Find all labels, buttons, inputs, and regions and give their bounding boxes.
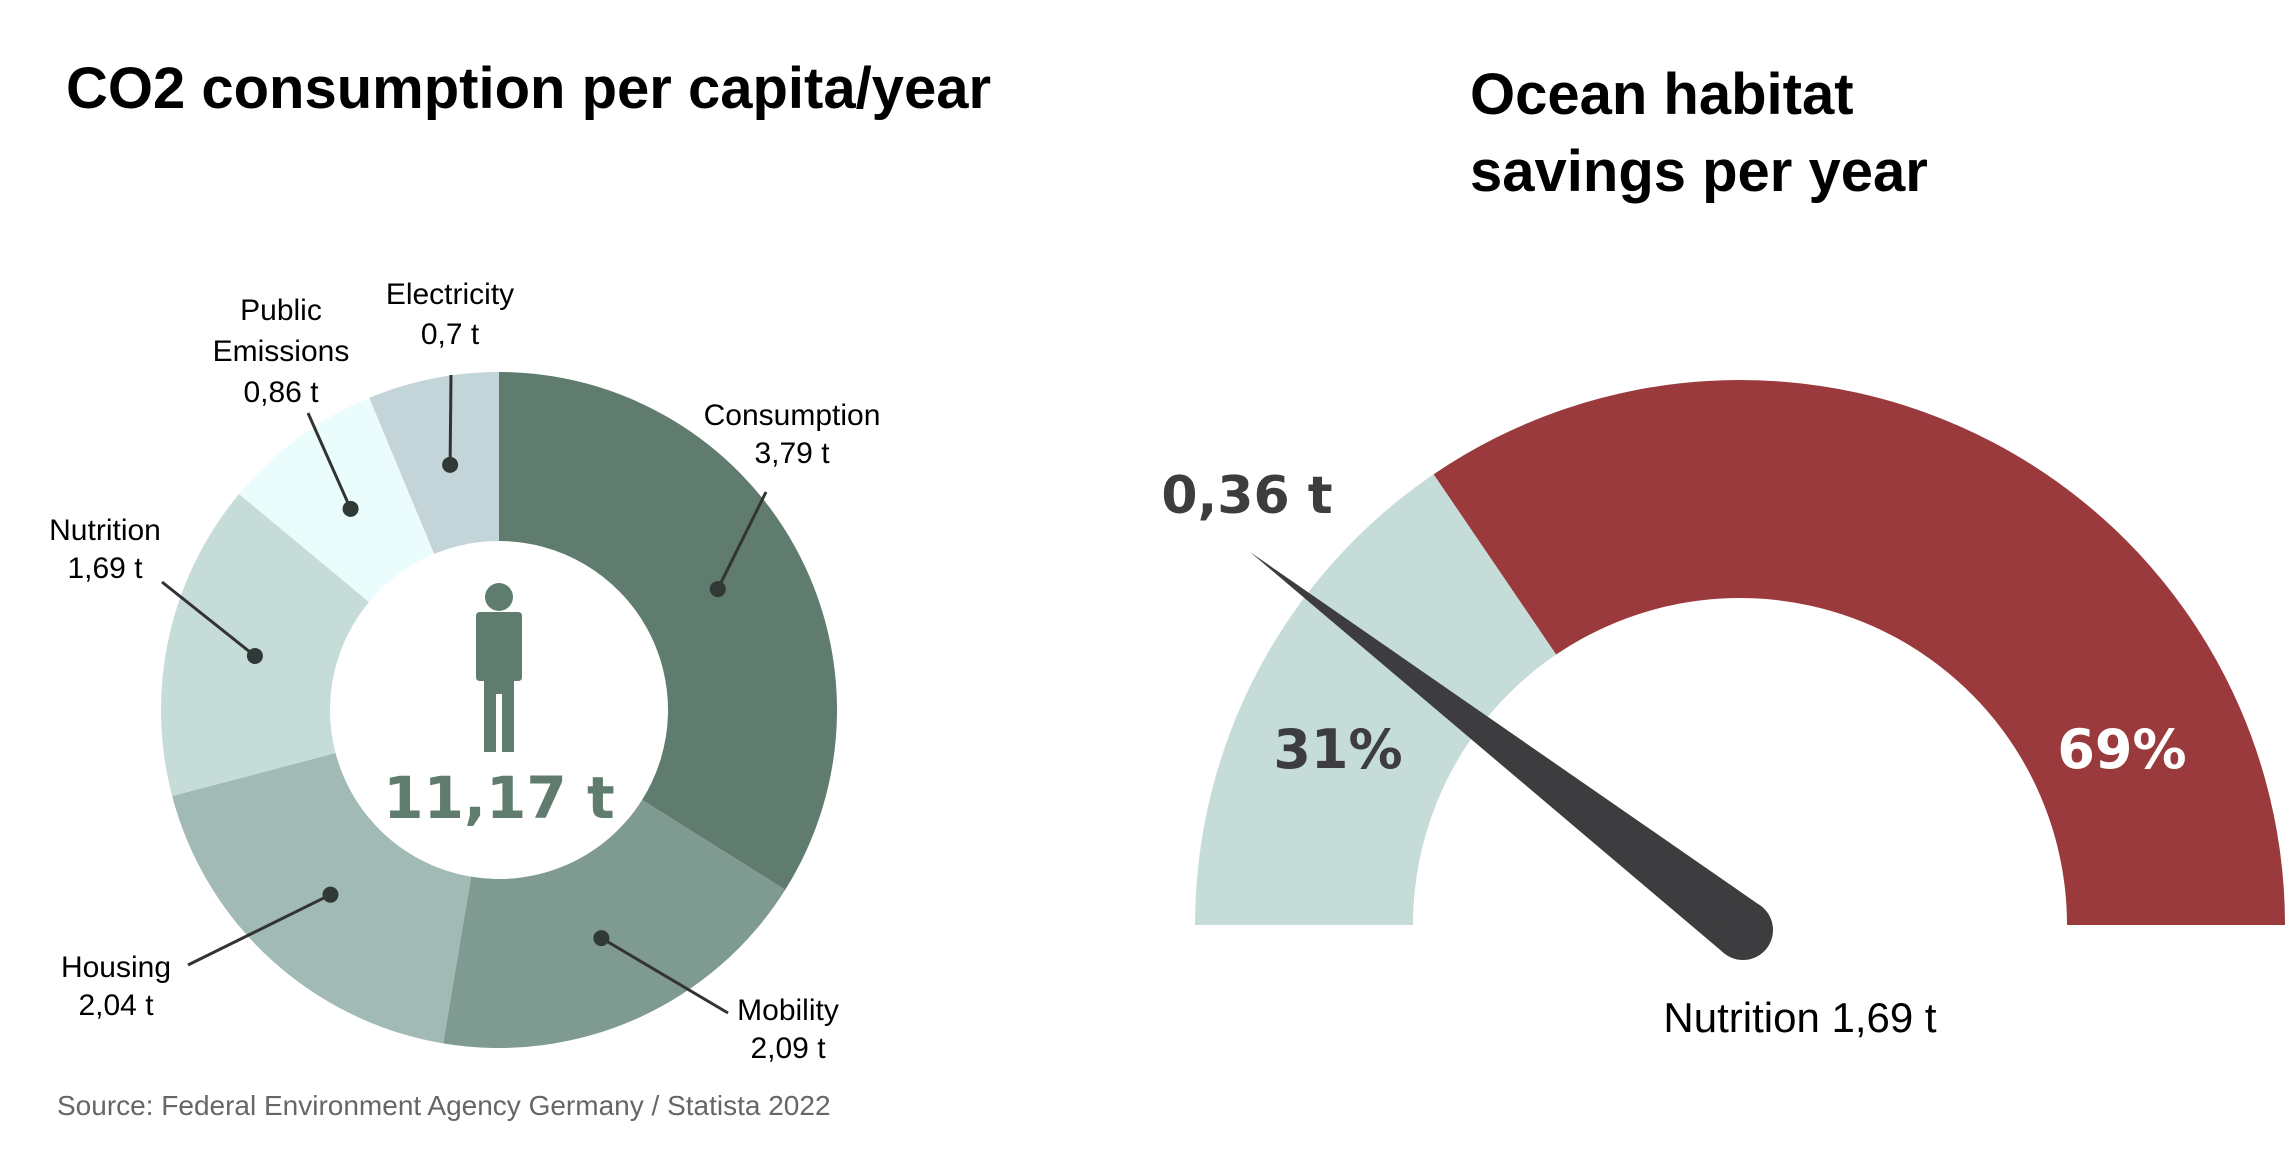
gauge-pointer-label: 0,36 t [1161,466,1332,526]
gauge-chart-title: Ocean habitat savings per year [1470,62,1928,204]
gauge-title-line: savings per year [1470,139,1928,204]
slice-name-label: Emissions [213,335,350,368]
donut-leader-lines [161,374,768,1015]
gauge-needle-pivot [1713,900,1773,960]
slice-name-label: Housing [61,951,171,984]
gauge-segment [1433,379,2285,925]
slice-name-label: Public [240,294,322,327]
slice-value-label: 2,04 t [78,989,154,1022]
slice-value-label: 3,79 t [754,437,830,470]
donut-slice-mobility [443,799,786,1048]
donut-chart-title: CO2 consumption per capita/year [66,56,991,121]
donut-slice-electricity [369,372,499,554]
gauge-needle-blade [1250,552,1762,954]
leader-dot [593,930,610,947]
donut-center-total: 11,17 t [383,764,614,832]
gauge-chart [1195,379,2285,925]
slice-name-label: Nutrition [49,514,161,547]
leader-dot [342,500,359,517]
slice-name-label: Electricity [386,278,514,311]
leader-dot [709,581,726,598]
gauge-segment [1195,474,1557,925]
slice-value-label: 1,69 t [67,552,143,585]
gauge-needle [1250,552,1773,960]
gauge-bottom-label: Nutrition 1,69 t [1663,994,1936,1041]
leader-dot [442,456,459,473]
gauge-segment-label-high: 69% [2057,718,2186,781]
leader-line [716,491,768,590]
leader-line [161,580,256,658]
donut-slice-nutrition [160,493,370,797]
person-icon [476,583,522,752]
donut-slice-consumption [499,372,838,890]
donut-slice-public-emissions [239,397,435,602]
slice-name-label: Mobility [737,994,839,1027]
leader-line [600,936,729,1015]
slice-name-label: Consumption [704,399,881,432]
leader-line [448,374,453,465]
donut-slice-labels: Consumption 3,79 t Mobility 2,09 t Housing 2,… [49,278,880,1065]
donut-chart [160,372,838,1048]
leader-line [187,893,332,967]
slice-value-label: 0,86 t [243,376,319,409]
leader-dot [322,886,339,903]
slice-value-label: 2,09 t [750,1032,826,1065]
source-note: Source: Federal Environment Agency Germa… [57,1090,831,1121]
leader-line [306,412,352,510]
gauge-segment-label-low: 31% [1273,718,1402,781]
slice-value-label: 0,7 t [421,318,480,351]
gauge-title-line: Ocean habitat [1470,62,1854,127]
leader-dot [246,647,263,664]
